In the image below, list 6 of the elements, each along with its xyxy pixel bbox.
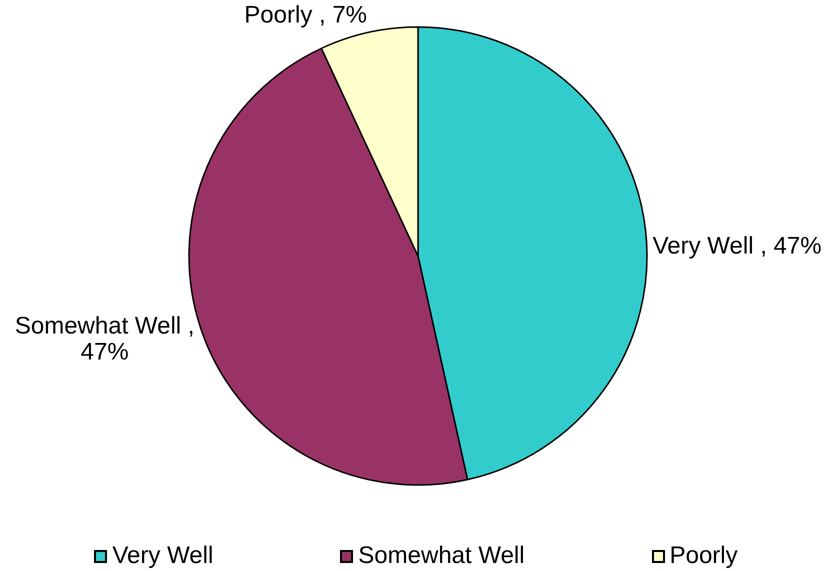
- data-label: Very Well , 47%: [652, 232, 822, 260]
- data-label: Somewhat Well , 47%: [14, 312, 194, 366]
- data-label: Poorly , 7%: [244, 2, 368, 29]
- legend-label: Somewhat Well: [358, 542, 525, 570]
- legend-label: Very Well: [112, 542, 214, 570]
- legend-label: Poorly: [670, 542, 738, 570]
